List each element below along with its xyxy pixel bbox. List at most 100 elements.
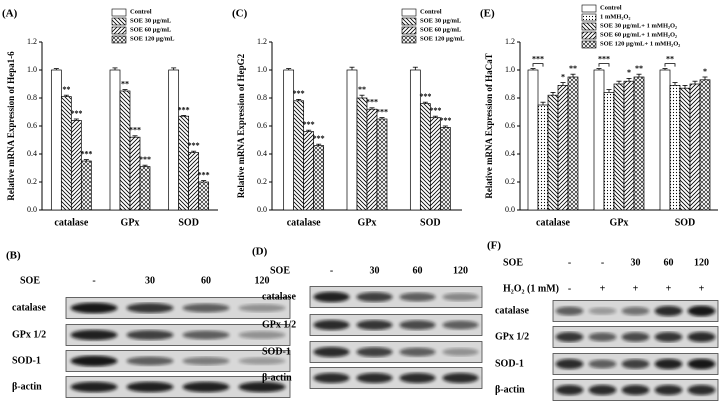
legend-swatch (581, 31, 597, 40)
bar (356, 97, 368, 211)
blot-band (442, 348, 479, 356)
y-tick-label: 0.4 (257, 149, 267, 158)
blot-row-label: GPx 1/2 (495, 331, 529, 342)
lane-label: 30 (370, 265, 380, 276)
bar (633, 76, 645, 211)
significance-label: *** (188, 141, 200, 150)
x-tick-label: catalase (287, 217, 321, 228)
y-tick-label: 0.0 (27, 205, 37, 214)
significance-bracket (598, 63, 610, 67)
y-tick-label: 0.2 (505, 177, 515, 186)
lane-label: 30 (145, 275, 155, 286)
blot-band (70, 302, 118, 314)
significance-label: *** (429, 106, 441, 115)
bar (439, 127, 451, 211)
blot-band (356, 347, 393, 357)
legend-label: SOE 60 μg/mL (420, 26, 462, 33)
legend-swatch (111, 17, 127, 26)
bar (366, 108, 378, 211)
blot-band (687, 331, 716, 343)
bar (409, 69, 421, 211)
significance-label: ** (666, 54, 674, 63)
legend-swatch (111, 35, 127, 44)
bar (419, 103, 431, 211)
legend-swatch (111, 8, 127, 17)
blot-band (654, 332, 683, 342)
significance-label: *** (313, 134, 325, 143)
blot-row-label: GPx 1/2 (262, 319, 296, 330)
blot-band (126, 330, 174, 340)
blot-band (621, 359, 650, 369)
blot-band (182, 303, 230, 313)
blot-background (65, 297, 291, 319)
legend-swatch (581, 4, 597, 13)
bar (593, 69, 605, 211)
x-tick-label: GPx (610, 217, 629, 228)
bar (567, 76, 579, 211)
significance-label: ** (121, 79, 129, 88)
y-tick-label: 0.0 (505, 205, 515, 214)
blot-band (238, 304, 286, 312)
blot-band (70, 381, 118, 393)
blot-header-label: H₂O₂ (1 mM) (503, 283, 559, 294)
lane-label: 120 (694, 257, 709, 268)
x-tick-label: SOD (420, 217, 441, 228)
legend-label: SOE 30 μg/mL (130, 17, 172, 24)
significance-bracket (664, 63, 676, 67)
significance-label: *** (303, 120, 315, 129)
bar (689, 83, 701, 211)
bar (80, 160, 92, 211)
y-tick-label: 0.0 (257, 205, 267, 214)
bar (699, 79, 711, 211)
blot-band (588, 332, 617, 342)
blot-band (238, 357, 286, 365)
panel-label: (B) (6, 250, 21, 262)
y-tick-label: 1.0 (27, 65, 37, 74)
blot-row-label: β-actin (495, 384, 525, 395)
blot-band (313, 372, 350, 384)
panel-label: (C) (232, 8, 248, 20)
blot-band (442, 320, 479, 330)
significance-label: *** (419, 92, 431, 101)
bar (313, 145, 325, 211)
legend-swatch (581, 22, 597, 31)
bar (527, 69, 539, 211)
blot-band (70, 355, 118, 367)
panel-label: (E) (480, 8, 495, 20)
lane-label: 120 (255, 275, 270, 286)
y-tick-label: 0.8 (257, 93, 267, 102)
blot-row-label: catalase (495, 305, 529, 316)
blot-band (126, 381, 174, 393)
blot-band (182, 330, 230, 340)
bar (613, 83, 625, 211)
bar (669, 85, 681, 211)
blot-background (65, 324, 291, 346)
blot-band (399, 320, 436, 330)
blot-band (687, 384, 716, 396)
lane-label: - (92, 275, 95, 286)
bar (109, 69, 121, 211)
panel-label: (A) (2, 8, 18, 20)
lane-label: - (568, 257, 571, 268)
legend-swatch (581, 40, 597, 49)
bar (293, 100, 305, 211)
significance-label: *** (178, 105, 190, 114)
bar (119, 90, 131, 211)
lane-label: - (601, 257, 604, 268)
significance-label: *** (70, 109, 82, 118)
significance-label: ** (569, 64, 577, 73)
blot-row-label: catalase (262, 291, 296, 302)
blot-background (65, 350, 291, 372)
x-tick-label: SOD (675, 217, 696, 228)
lane-label: + (600, 283, 606, 294)
blot-band (313, 346, 350, 358)
bar (188, 152, 200, 211)
significance-label: *** (293, 89, 305, 98)
y-tick-label: 0.4 (505, 149, 515, 158)
y-tick-label: 0.2 (27, 177, 37, 186)
significance-label: ** (62, 85, 70, 94)
blot-band (399, 372, 436, 384)
x-tick-label: SOD (178, 217, 199, 228)
blot-header-label: SOE (270, 265, 290, 276)
